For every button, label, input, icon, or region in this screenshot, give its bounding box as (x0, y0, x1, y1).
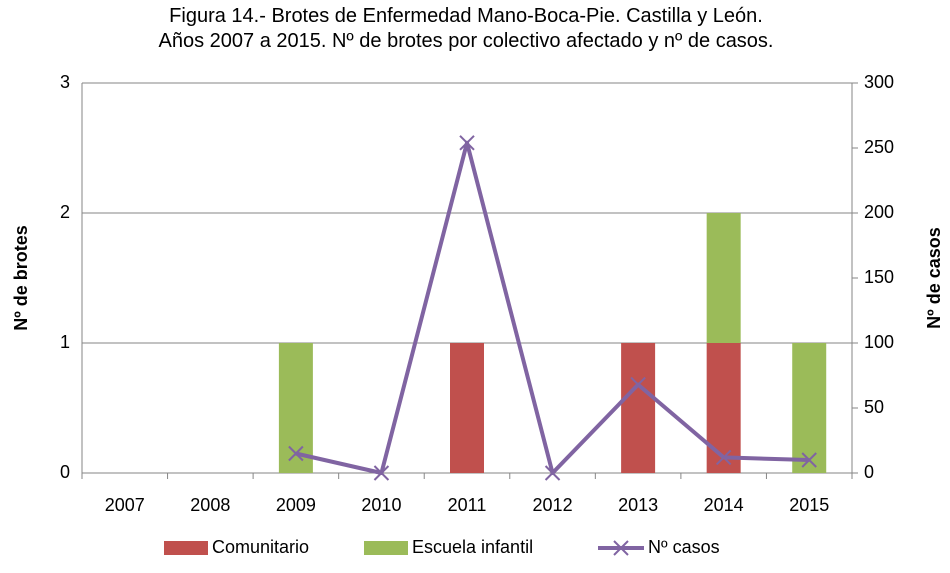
y2-tick-label: 200 (864, 202, 894, 222)
y2-tick-label: 0 (864, 462, 874, 482)
marker (544, 465, 561, 481)
bar (450, 343, 484, 473)
x-tick-label: 2013 (618, 495, 658, 515)
legend-label: Comunitario (212, 537, 309, 557)
y-tick-label: 0 (60, 462, 70, 482)
x-tick-label: 2011 (448, 495, 487, 515)
y-tick-label: 2 (60, 202, 70, 222)
legend-label: Nº casos (648, 537, 720, 557)
bar (792, 343, 827, 473)
y2-tick-label: 250 (864, 137, 894, 157)
y-tick-label: 1 (60, 332, 70, 352)
y2-axis-label: Nº de casos (924, 227, 944, 329)
x-tick-label: 2010 (361, 495, 401, 515)
bar (706, 213, 741, 343)
legend-swatch (164, 541, 208, 555)
marker (801, 452, 817, 468)
marker (373, 465, 390, 481)
y2-tick-label: 300 (864, 72, 894, 92)
legend-swatch (364, 541, 408, 555)
x-tick-label: 2007 (105, 495, 145, 515)
legend-label: Escuela infantil (412, 537, 533, 557)
marker (459, 135, 475, 151)
y2-tick-label: 50 (864, 397, 884, 417)
legend-swatch (613, 540, 629, 556)
marker (715, 449, 732, 466)
bar (278, 343, 313, 473)
y2-tick-label: 150 (864, 267, 894, 287)
bar (621, 343, 656, 473)
x-tick-label: 2015 (789, 495, 829, 515)
x-tick-label: 2009 (276, 495, 316, 515)
y-axis-label: Nº de brotes (11, 225, 31, 331)
x-tick-label: 2008 (190, 495, 230, 515)
x-tick-label: 2014 (704, 495, 744, 515)
x-tick-label: 2012 (533, 495, 573, 515)
y-tick-label: 3 (60, 72, 70, 92)
y2-tick-label: 100 (864, 332, 894, 352)
marker (630, 376, 646, 393)
bar (706, 343, 741, 473)
marker (288, 445, 304, 462)
chart-title: Figura 14.- Brotes de Enfermedad Mano-Bo… (158, 5, 774, 52)
